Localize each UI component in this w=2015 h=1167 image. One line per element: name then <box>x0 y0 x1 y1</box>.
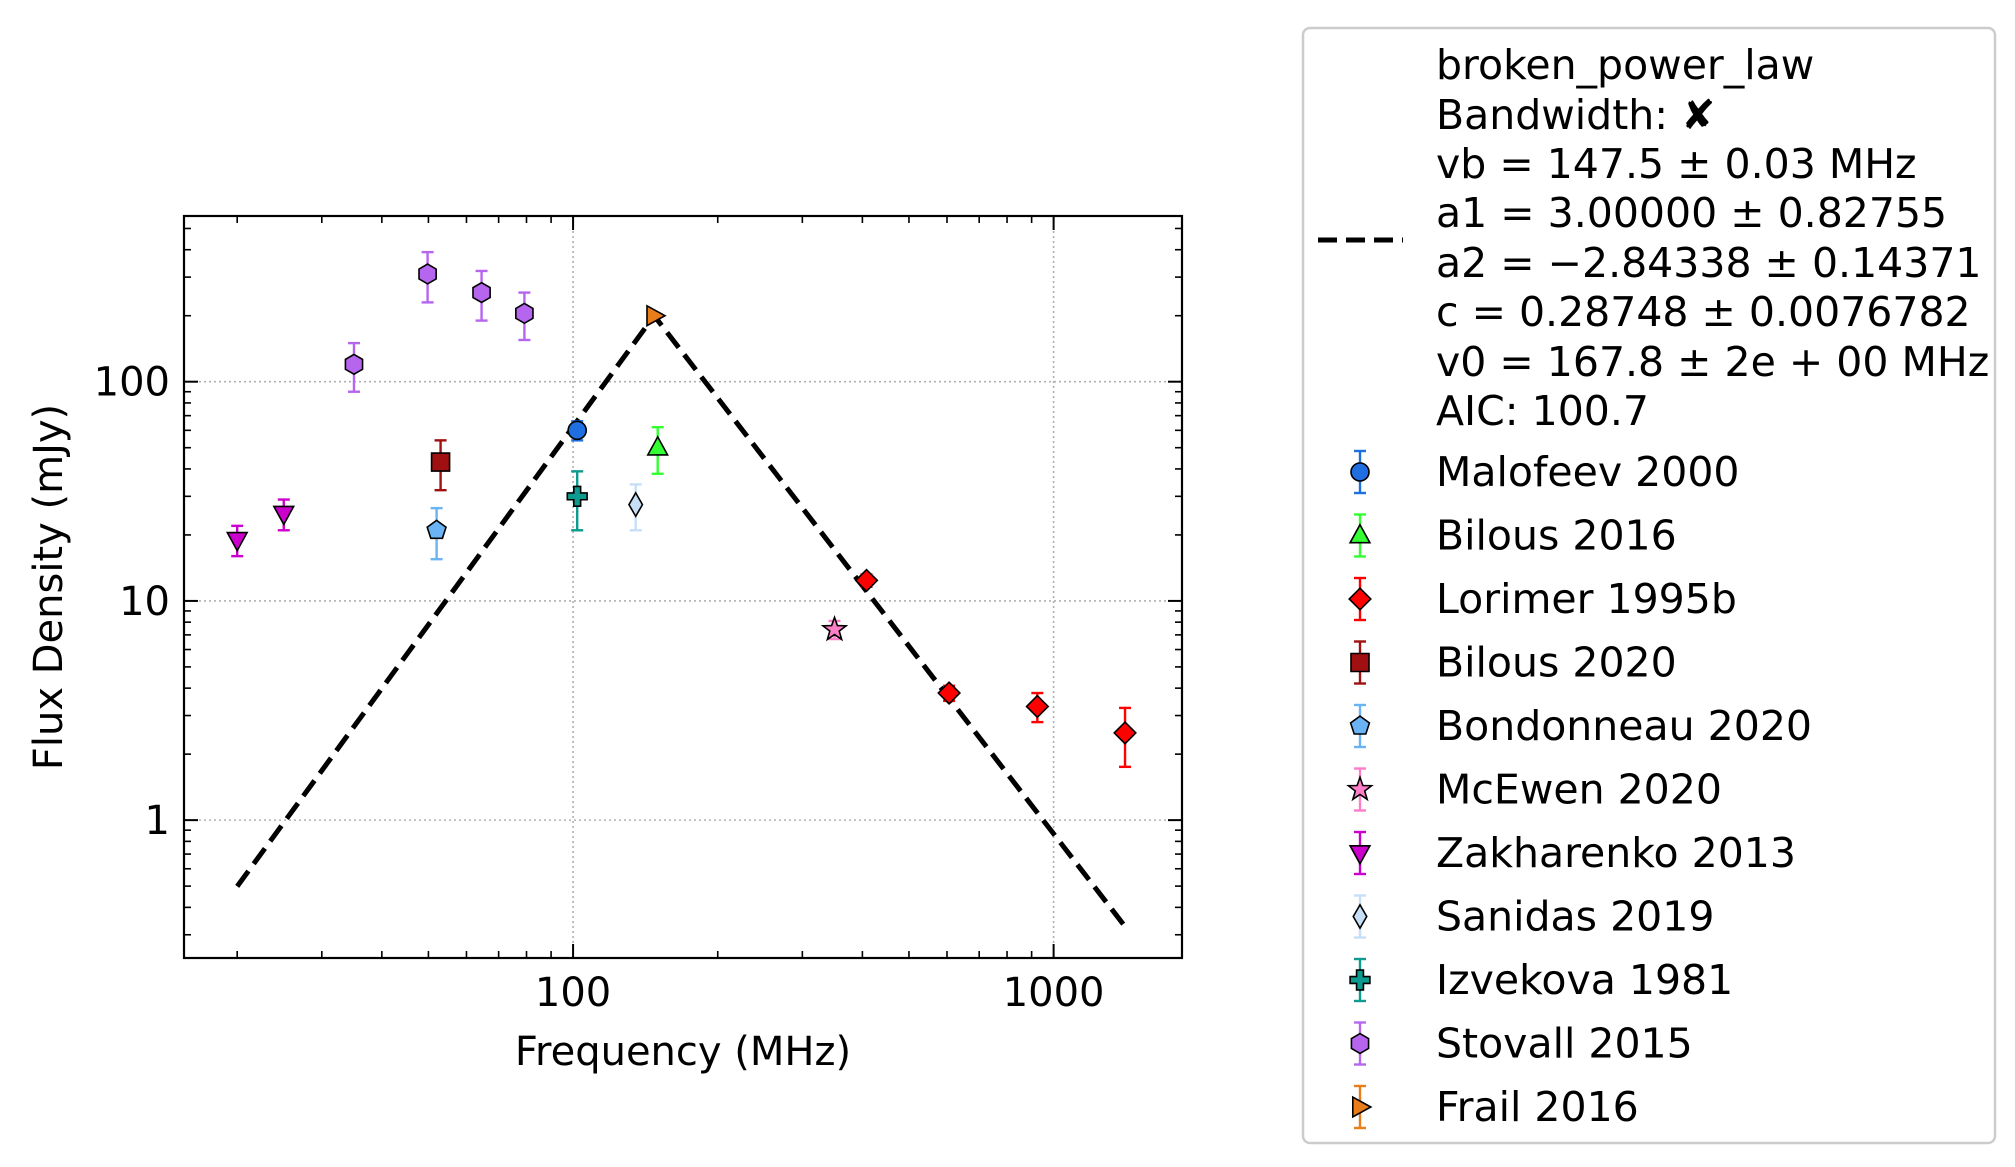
legend-marker-mcewen-2020 <box>1346 774 1374 802</box>
legend-frame <box>1301 26 1997 1145</box>
y-tick-label: 1 <box>145 798 170 844</box>
legend-label-bondonneau-2020: Bondonneau 2020 <box>1436 702 1812 750</box>
x-axis-label: Frequency (MHz) <box>515 1029 851 1075</box>
point-lorimer-1995b <box>937 681 962 705</box>
legend-fit-bandwidth: Bandwidth: ✘ <box>1436 91 1715 139</box>
point-lorimer-1995b <box>854 568 879 593</box>
point-bilous-2020 <box>430 452 451 472</box>
legend-fit-name: broken_power_law <box>1436 41 1814 89</box>
legend: broken_power_law Bandwidth: ✘ vb = 147.5… <box>1301 26 1997 1145</box>
point-sanidas-2019 <box>628 491 644 518</box>
point-mcewen-2020 <box>820 615 849 642</box>
legend-marker-bilous-2020 <box>1350 652 1370 673</box>
point-stovall-2015 <box>418 263 437 285</box>
legend-label-bilous-2020: Bilous 2020 <box>1436 639 1677 687</box>
x-tick-label: 100 <box>535 970 611 1016</box>
fit-line <box>235 311 1126 927</box>
legend-marker-malofeev-2000 <box>1350 462 1370 482</box>
point-bilous-2016 <box>646 435 669 456</box>
legend-label-sanidas-2019: Sanidas 2019 <box>1436 893 1714 941</box>
point-stovall-2015 <box>472 281 491 304</box>
point-lorimer-1995b <box>1113 720 1137 745</box>
point-zakharenko-2013 <box>225 531 249 553</box>
legend-label-lorimer-1995b: Lorimer 1995b <box>1436 575 1737 623</box>
point-stovall-2015 <box>515 302 534 325</box>
legend-marker-lorimer-1995b <box>1348 587 1372 611</box>
point-zakharenko-2013 <box>272 505 296 527</box>
legend-marker-frail-2016 <box>1352 1095 1373 1119</box>
legend-marker-izvekova-1981 <box>1349 969 1371 991</box>
data-points <box>225 250 1137 769</box>
point-stovall-2015 <box>344 353 364 376</box>
axis-ticks: 100 1000 1 10 100 <box>94 216 1182 1016</box>
legend-label-bilous-2016: Bilous 2016 <box>1436 512 1677 560</box>
legend-fit-c: c = 0.28748 ± 0.0076782 <box>1436 288 1971 336</box>
legend-label-stovall-2015: Stovall 2015 <box>1436 1020 1693 1068</box>
legend-entries: Malofeev 2000 Bilous 2016 Lorimer 1995b Bil… <box>1346 448 1812 1131</box>
point-malofeev-2000 <box>567 420 588 441</box>
legend-label-mcewen-2020: McEwen 2020 <box>1436 766 1722 814</box>
legend-fit-a2: a2 = −2.84338 ± 0.14371 <box>1436 239 1982 287</box>
legend-fit-vb: vb = 147.5 ± 0.03 MHz <box>1436 140 1917 188</box>
x-tick-label: 1000 <box>1003 970 1105 1016</box>
legend-fit-aic: AIC: 100.7 <box>1436 387 1649 435</box>
plot-frame <box>182 214 1184 960</box>
legend-marker-bondonneau-2020 <box>1349 715 1371 735</box>
point-bondonneau-2020 <box>426 519 447 540</box>
legend-label-frail-2016: Frail 2016 <box>1436 1083 1639 1131</box>
y-tick-label: 100 <box>94 360 170 406</box>
legend-marker-stovall-2015 <box>1350 1032 1370 1055</box>
legend-label-izvekova-1981: Izvekova 1981 <box>1436 956 1733 1004</box>
legend-label-malofeev-2000: Malofeev 2000 <box>1436 448 1740 496</box>
y-tick-label: 10 <box>119 579 170 625</box>
legend-marker-sanidas-2019 <box>1352 903 1368 930</box>
point-izvekova-1981 <box>566 485 588 508</box>
legend-fit-v0: v0 = 167.8 ± 2e + 00 MHz <box>1436 338 1989 386</box>
plot-grid <box>184 216 1182 958</box>
legend-fit-a1: a1 = 3.00000 ± 0.82755 <box>1436 189 1947 237</box>
point-frail-2016 <box>646 304 667 327</box>
legend-label-zakharenko-2013: Zakharenko 2013 <box>1436 829 1796 877</box>
point-lorimer-1995b <box>1025 694 1050 719</box>
legend-marker-zakharenko-2013 <box>1348 844 1372 866</box>
legend-marker-bilous-2016 <box>1348 523 1372 544</box>
y-axis-label: Flux Density (mJy) <box>26 404 72 770</box>
